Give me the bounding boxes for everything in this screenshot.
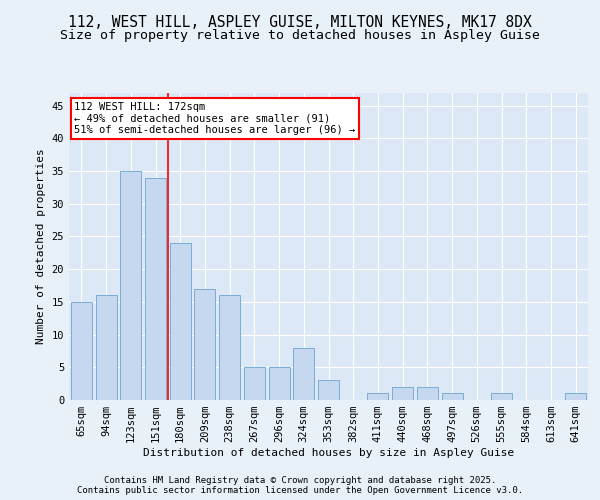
Text: Contains HM Land Registry data © Crown copyright and database right 2025.
Contai: Contains HM Land Registry data © Crown c… — [77, 476, 523, 495]
X-axis label: Distribution of detached houses by size in Aspley Guise: Distribution of detached houses by size … — [143, 448, 514, 458]
Text: 112 WEST HILL: 172sqm
← 49% of detached houses are smaller (91)
51% of semi-deta: 112 WEST HILL: 172sqm ← 49% of detached … — [74, 102, 355, 135]
Bar — [71, 302, 92, 400]
Bar — [194, 289, 215, 400]
Bar — [95, 296, 116, 400]
Text: 112, WEST HILL, ASPLEY GUISE, MILTON KEYNES, MK17 8DX: 112, WEST HILL, ASPLEY GUISE, MILTON KEY… — [68, 15, 532, 30]
Bar — [219, 296, 240, 400]
Bar — [491, 394, 512, 400]
Bar — [392, 387, 413, 400]
Bar — [318, 380, 339, 400]
Bar — [367, 394, 388, 400]
Y-axis label: Number of detached properties: Number of detached properties — [36, 148, 46, 344]
Bar — [244, 368, 265, 400]
Bar — [293, 348, 314, 400]
Bar — [120, 171, 141, 400]
Bar — [565, 394, 586, 400]
Bar — [145, 178, 166, 400]
Bar — [417, 387, 438, 400]
Bar — [170, 243, 191, 400]
Bar — [269, 368, 290, 400]
Bar — [442, 394, 463, 400]
Text: Size of property relative to detached houses in Aspley Guise: Size of property relative to detached ho… — [60, 30, 540, 43]
